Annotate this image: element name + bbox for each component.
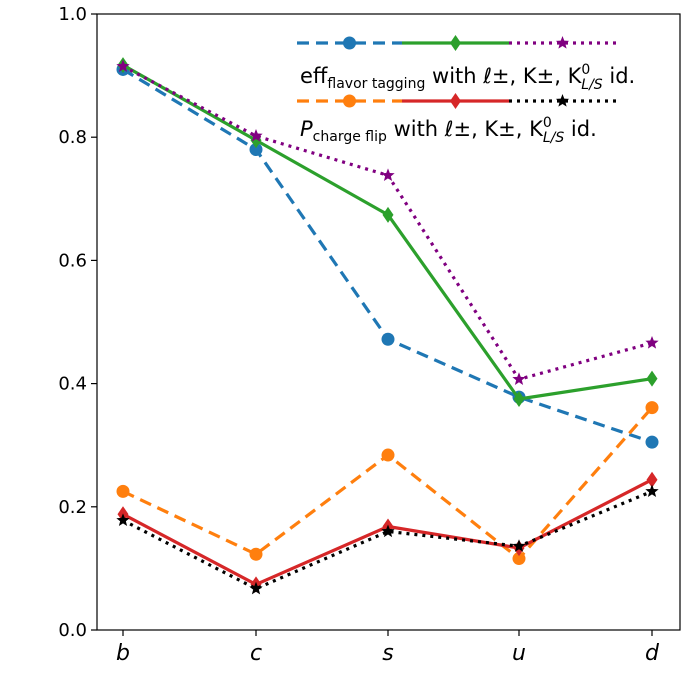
x-tick-label-c: c [250,641,262,666]
series-3 [116,59,659,385]
data-point-d [645,484,659,498]
legend-eff-sub: flavor tagging [327,76,425,92]
legend-pflip-ksup: 0 [543,115,552,131]
legend-pflip-rest: with ℓ±, K±, K [387,117,544,141]
series-line-4 [122,406,654,561]
y-tick-label: 0.8 [58,127,87,148]
series-2 [117,57,658,407]
data-point-b [116,484,130,498]
data-point-c [249,581,263,595]
data-point-c [249,143,263,157]
y-tick-label: 0.4 [58,374,87,395]
x-tick-label-s: s [382,641,393,666]
legend-eff-ksup: 0 [581,62,590,78]
legend-pflip-ksub: L/S [543,130,565,146]
series-line-6 [122,489,653,591]
x-tick-label-b: b [116,641,130,666]
data-point-s [382,206,394,223]
series-line-2 [122,63,653,401]
series-layer [116,57,659,595]
legend-handles [297,35,616,109]
legend-marker-2 [450,35,461,51]
legend: effflavor tagging with ℓ±, K±, K0 L/S id.… [297,35,635,146]
legend-eff-main: eff [300,64,328,88]
legend-pflip-main: P [300,117,313,141]
legend-row-eff: effflavor tagging with ℓ±, K±, K0 L/S id. [300,62,635,93]
y-tick-label: 0.0 [58,620,87,641]
series-line-3 [122,64,653,381]
series-4 [116,401,659,566]
data-point-u [512,539,526,552]
data-point-s [381,332,395,346]
legend-pflip-sub: charge flip [313,129,387,145]
y-tick-label: 0.2 [58,497,87,518]
data-point-b [116,513,130,527]
legend-row-pflip: Pcharge flip with ℓ±, K±, K0 L/S id. [300,115,597,146]
data-point-d [645,401,659,415]
y-tick-label: 0.6 [58,250,87,271]
data-point-s [381,168,395,182]
data-point-b [116,59,130,73]
data-point-c [249,128,263,142]
data-point-u [512,552,526,566]
legend-marker-6 [555,94,570,107]
legend-eff-ksub: L/S [581,77,603,93]
legend-marker-4 [343,94,356,108]
data-point-c [249,547,263,561]
data-point-s [381,524,395,538]
x-tick-label-d: d [645,641,660,666]
data-point-d [646,370,658,387]
legend-marker-1 [343,36,356,50]
data-point-u [512,372,526,385]
series-6 [116,484,659,595]
x-tick-label-u: u [512,641,526,666]
y-tick-label: 1.0 [58,4,87,25]
data-point-d [646,471,658,488]
axes-layer: 0.0 0.2 0.4 0.6 0.8 1.0 b c s u d [58,4,681,666]
data-point-d [645,435,659,449]
data-point-d [645,335,659,349]
legend-marker-3 [555,36,570,49]
legend-pflip-end: id. [564,117,597,141]
legend-marker-5 [450,93,461,109]
data-point-s [381,448,395,462]
legend-eff-end: id. [603,64,636,88]
plot-frame [96,13,681,631]
legend-eff-rest: with ℓ±, K±, K [425,64,582,88]
data-point-u [513,391,525,407]
